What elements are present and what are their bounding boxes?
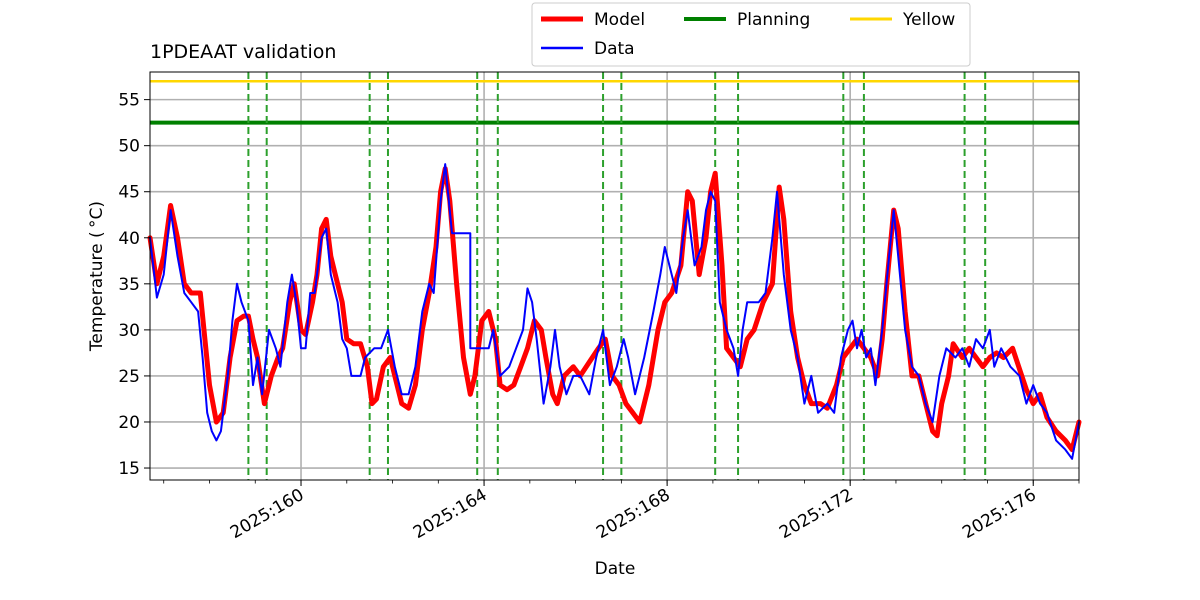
- event-lines: [247, 72, 987, 480]
- legend-label-planning: Planning: [737, 10, 810, 30]
- x-tick-label: 2025:164: [410, 485, 491, 543]
- chart-title: 1PDEAAT validation: [150, 41, 336, 63]
- legend-label-data: Data: [594, 39, 635, 59]
- x-tick-label: 2025:168: [593, 485, 674, 543]
- y-tick-label: 55: [118, 91, 140, 111]
- x-axis: 2025:160 2025:164 2025:168 2025:172 2025:176: [163, 480, 1080, 543]
- y-axis-label: Temperature ( °C): [87, 201, 107, 352]
- x-axis-label: Date: [595, 559, 636, 579]
- y-tick-label: 50: [118, 137, 140, 157]
- y-tick-label: 30: [118, 321, 140, 341]
- series-layer: [147, 163, 1082, 460]
- grid-lines: [150, 72, 1079, 480]
- y-axis: 15 20 25 30 35 40 45 50 55: [118, 91, 150, 479]
- y-tick-label: 25: [118, 367, 140, 387]
- legend: Model Planning Yellow Data: [531, 2, 971, 67]
- legend-label-model: Model: [594, 10, 645, 30]
- y-tick-label: 20: [118, 413, 140, 433]
- x-tick-label: 2025:172: [776, 485, 857, 543]
- plot-frame: [149, 71, 1080, 481]
- y-tick-label: 35: [118, 275, 140, 295]
- x-tick-label: 2025:160: [227, 485, 308, 543]
- y-tick-label: 45: [118, 183, 140, 203]
- y-tick-label: 40: [118, 229, 140, 249]
- limit-lines: [150, 79, 1079, 125]
- series-line-data: [149, 163, 1080, 460]
- y-tick-label: 15: [118, 459, 140, 479]
- legend-label-yellow: Yellow: [902, 10, 955, 30]
- x-tick-label: 2025:176: [959, 485, 1040, 543]
- series-line-model: [147, 166, 1082, 453]
